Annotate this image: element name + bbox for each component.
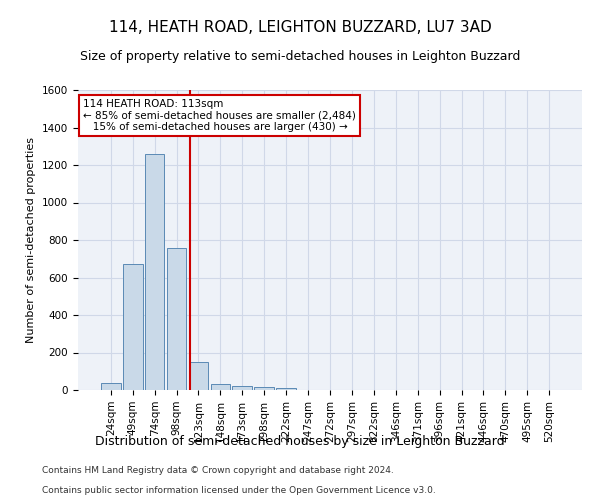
Bar: [254, 387, 274, 390]
Text: Size of property relative to semi-detached houses in Leighton Buzzard: Size of property relative to semi-detach…: [80, 50, 520, 63]
Bar: [123, 264, 143, 390]
Text: 114 HEATH ROAD: 113sqm
← 85% of semi-detached houses are smaller (2,484)
   15% : 114 HEATH ROAD: 113sqm ← 85% of semi-det…: [83, 99, 356, 132]
Bar: [211, 384, 230, 390]
Text: Distribution of semi-detached houses by size in Leighton Buzzard: Distribution of semi-detached houses by …: [95, 435, 505, 448]
Bar: [145, 154, 164, 390]
Bar: [232, 386, 252, 390]
Text: 114, HEATH ROAD, LEIGHTON BUZZARD, LU7 3AD: 114, HEATH ROAD, LEIGHTON BUZZARD, LU7 3…: [109, 20, 491, 35]
Text: Contains public sector information licensed under the Open Government Licence v3: Contains public sector information licen…: [42, 486, 436, 495]
Y-axis label: Number of semi-detached properties: Number of semi-detached properties: [26, 137, 37, 343]
Text: Contains HM Land Registry data © Crown copyright and database right 2024.: Contains HM Land Registry data © Crown c…: [42, 466, 394, 475]
Bar: [188, 362, 208, 390]
Bar: [167, 248, 187, 390]
Bar: [276, 388, 296, 390]
Bar: [101, 384, 121, 390]
